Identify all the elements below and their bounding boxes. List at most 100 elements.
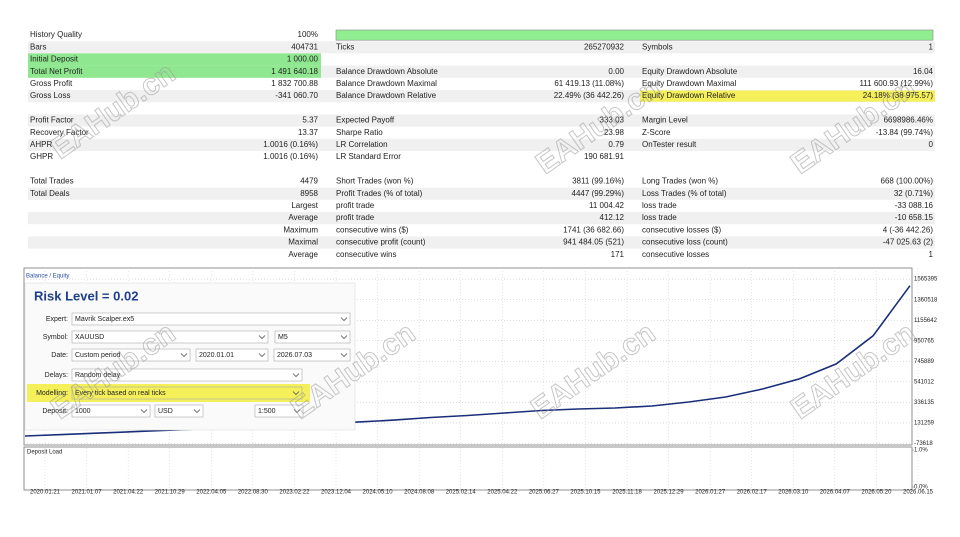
x-tick-label: 2024.08.08 [404, 490, 435, 496]
x-tick-label: 2022.08.30 [238, 490, 269, 496]
value: -10 658.15 [895, 213, 934, 222]
value: 1.0016 (0.16%) [263, 140, 318, 149]
label: LR Standard Error [336, 152, 401, 161]
dropdown-value: Every tick based on real ticks [75, 390, 166, 397]
value: 5.37 [302, 116, 318, 125]
value: 13.37 [298, 128, 319, 137]
dropdown-value: Mavrik Scalper.ex5 [75, 316, 134, 323]
value: -47 025.63 (2) [883, 238, 934, 247]
value: 0.79 [608, 140, 624, 149]
value: 11 004.42 [589, 201, 625, 210]
value: 1 [929, 250, 934, 259]
panel-title: Deposit Load [27, 450, 62, 456]
dropdown-value: XAUUSD [75, 334, 104, 341]
value: 4 (-36 442.26) [883, 225, 934, 234]
row-background [28, 114, 935, 127]
label: Balance Drawdown Relative [336, 91, 437, 100]
label: Gross Profit [30, 79, 73, 88]
value: 24.18% (38 975.57) [863, 91, 934, 100]
dropdown [274, 330, 351, 344]
value: 190 681.91 [584, 152, 625, 161]
label: consecutive loss (count) [642, 238, 728, 247]
label: Balance Drawdown Maximal [336, 79, 437, 88]
value: Maximal [288, 238, 318, 247]
dropdown [71, 330, 269, 344]
value: 941 484.05 (521) [563, 238, 624, 247]
x-tick-label: 2026.03.10 [778, 490, 809, 496]
chevron [258, 353, 266, 358]
row-background [28, 138, 935, 151]
y-tick-label: 745889 [914, 359, 935, 365]
chevron [292, 391, 300, 396]
label: Equity Drawdown Maximal [642, 79, 736, 88]
label: History Quality [30, 30, 82, 39]
dropdown-value: USD [158, 408, 173, 415]
value: 8958 [300, 189, 318, 198]
chevron [292, 373, 300, 378]
x-tick-label: 2026.06.15 [903, 490, 934, 496]
label: Symbols [642, 42, 673, 51]
label: GHPR [30, 152, 53, 161]
label: Short Trades (won %) [336, 177, 414, 186]
label: Profit Trades (% of total) [336, 189, 423, 198]
label: Initial Deposit [30, 55, 79, 64]
y-tick-label: 950765 [914, 338, 935, 344]
label: Long Trades (won %) [642, 177, 718, 186]
dropdown [254, 404, 304, 418]
x-tick-label: 2025.12.29 [654, 490, 685, 496]
row-background [28, 236, 935, 249]
chevron [340, 317, 348, 322]
value: 3811 (99.16%) [572, 177, 624, 186]
deposit-load-frame [23, 446, 913, 491]
label: consecutive wins ($) [336, 225, 409, 234]
value: 111 600.93 (12.99%) [859, 79, 933, 88]
y-tick-label: 0.0% [914, 485, 928, 491]
label: OnTester result [642, 140, 697, 149]
value: 4447 (99.29%) [572, 189, 625, 198]
y-tick-label: 336135 [914, 400, 935, 406]
x-tick-label: 2025.02.14 [446, 490, 477, 496]
value: 1 [929, 42, 934, 51]
label: Z-Score [642, 128, 671, 137]
value: 1741 (36 682.66) [563, 225, 624, 234]
label: Total Net Profit [30, 67, 83, 76]
x-tick-label: 2021.10.29 [155, 490, 186, 496]
x-tick-label: 2021.01.07 [72, 490, 103, 496]
x-tick-label: 2025.11.18 [612, 490, 642, 496]
y-tick-label: 541012 [914, 379, 935, 385]
chevron [193, 409, 201, 414]
value: 16.04 [913, 67, 934, 76]
label: Profit Factor [30, 116, 74, 125]
value: 1.0016 (0.16%) [263, 152, 318, 161]
field-label: Symbol: [43, 334, 68, 341]
x-tick-label: 2026.01.27 [695, 490, 726, 496]
row-background [28, 187, 935, 200]
label: Recovery Factor [30, 128, 89, 137]
value: 22.49% (36 442.26) [554, 91, 625, 100]
dropdown [195, 348, 269, 362]
value: -33 088.16 [895, 201, 934, 210]
label: Margin Level [642, 116, 688, 125]
chevron [340, 353, 348, 358]
label: AHPR [30, 140, 52, 149]
value: Average [288, 213, 318, 222]
value: 6698986.46% [884, 116, 933, 125]
dropdown-value: 1:500 [258, 408, 276, 415]
label: profit trade [336, 201, 375, 210]
label: consecutive wins [336, 250, 396, 259]
value: Largest [291, 201, 318, 210]
x-tick-label: 2023.12.04 [321, 490, 352, 496]
value: 668 (100.00%) [881, 177, 934, 186]
label: Bars [30, 42, 46, 51]
label: Equity Drawdown Relative [642, 91, 736, 100]
label: Total Trades [30, 177, 74, 186]
x-tick-label: 2025.10.15 [570, 490, 601, 496]
highlight [640, 90, 935, 102]
label: loss trade [642, 213, 677, 222]
field-label: Deposit: [42, 408, 68, 415]
row-background [28, 41, 935, 54]
value: 61 419.13 (11.08%) [554, 79, 624, 88]
label: consecutive losses ($) [642, 225, 721, 234]
x-tick-label: 2020.01.21 [30, 490, 61, 496]
value: -341 060.70 [275, 91, 318, 100]
